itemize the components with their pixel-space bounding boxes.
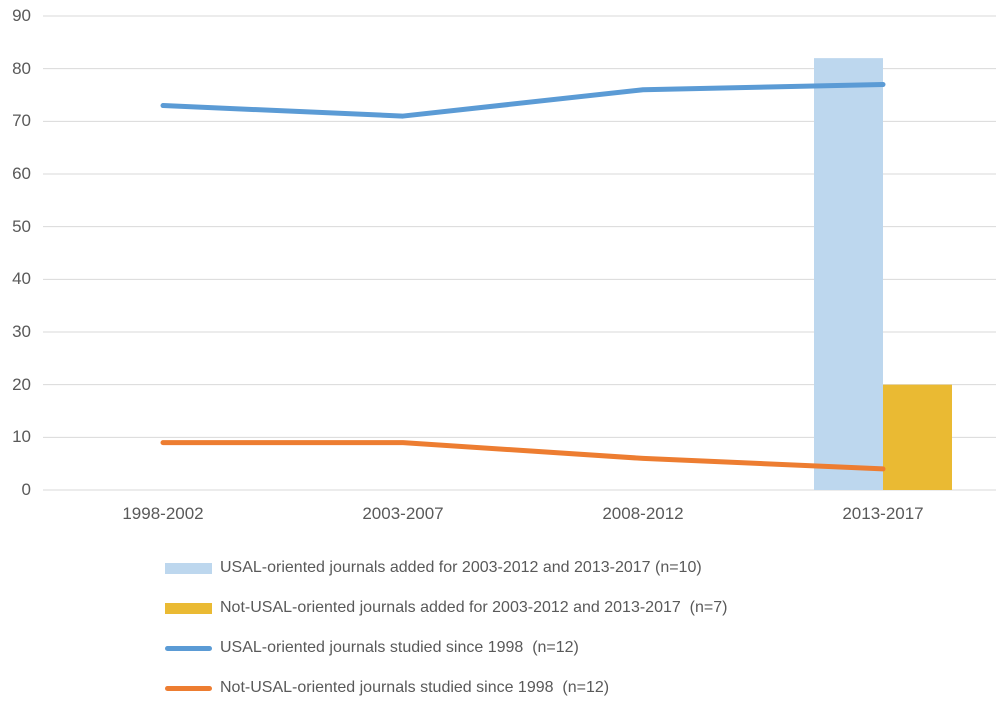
legend-item: USAL-oriented journals studied since 199…	[165, 628, 727, 668]
legend-item: Not-USAL-oriented journals added for 200…	[165, 588, 727, 628]
legend-item: Not-USAL-oriented journals studied since…	[165, 668, 727, 708]
bar-series-1	[883, 384, 952, 490]
legend-label: Not-USAL-oriented journals added for 200…	[220, 599, 728, 616]
legend-item: USAL-oriented journals added for 2003-20…	[165, 548, 727, 588]
legend-bar-swatch	[165, 562, 212, 574]
legend-label: USAL-oriented journals added for 2003-20…	[220, 559, 702, 576]
legend-bar-swatch	[165, 602, 212, 614]
legend: USAL-oriented journals added for 2003-20…	[165, 548, 727, 708]
legend-label: Not-USAL-oriented journals studied since…	[220, 679, 610, 696]
legend-label: USAL-oriented journals studied since 199…	[220, 639, 579, 656]
line-series-0	[160, 81, 886, 119]
bar-series-0	[814, 58, 883, 491]
line-series-1	[160, 440, 886, 472]
legend-line-swatch	[165, 685, 212, 691]
legend-line-swatch	[165, 645, 212, 651]
